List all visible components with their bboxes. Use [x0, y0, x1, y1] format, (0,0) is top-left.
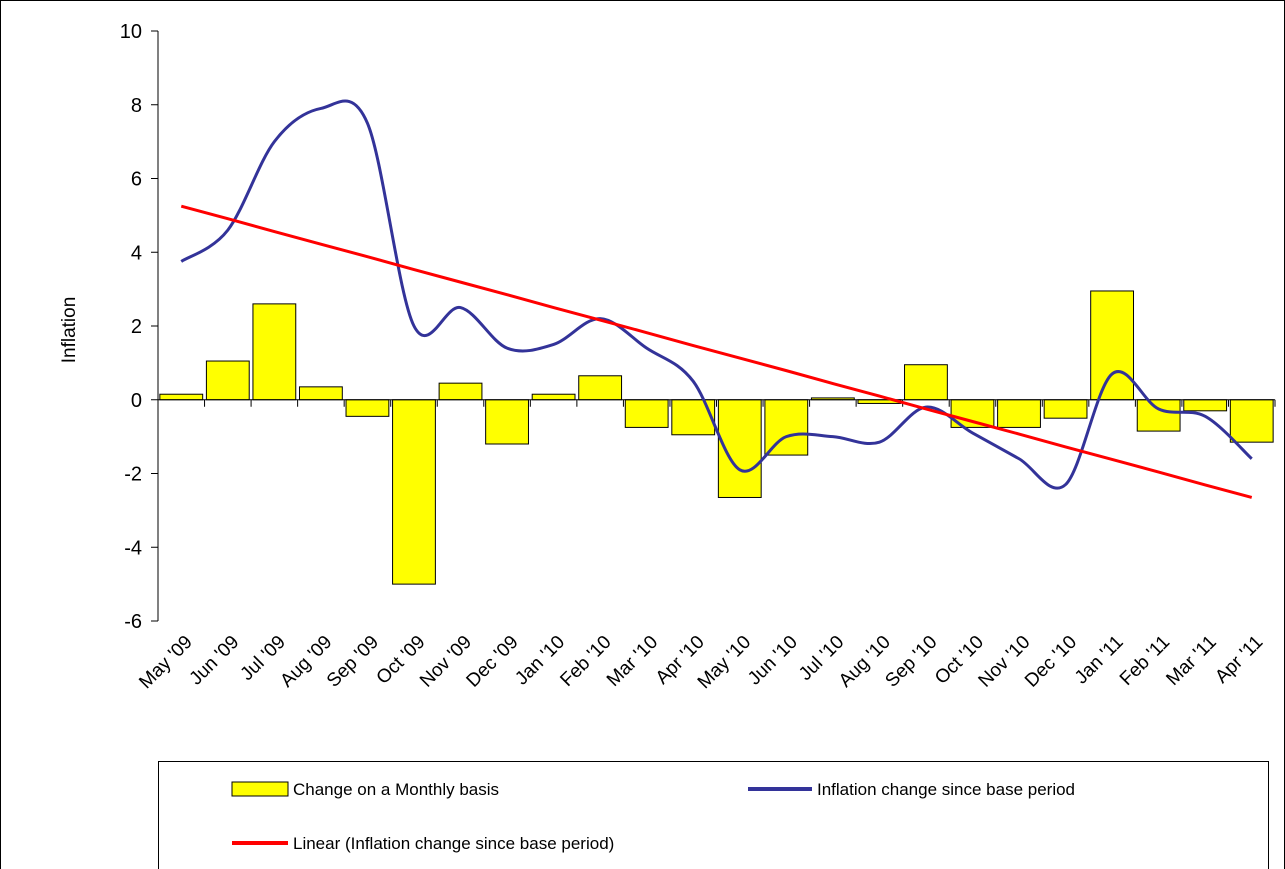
legend-label: Linear (Inflation change since base peri… — [293, 834, 614, 853]
bar — [485, 399, 529, 445]
bar — [298, 386, 343, 401]
y-tick-label: -2 — [124, 464, 142, 486]
y-tick-label: 10 — [120, 21, 142, 43]
bar — [159, 393, 204, 401]
bar — [671, 399, 716, 436]
bar — [1043, 399, 1088, 419]
y-tick-label: -4 — [124, 537, 142, 559]
bar — [1229, 399, 1274, 443]
y-axis-label: Inflation — [59, 297, 80, 364]
bar — [392, 399, 436, 585]
bar — [1090, 290, 1135, 401]
bar — [205, 360, 250, 401]
y-tick-label: 6 — [131, 169, 142, 191]
y-tick-label: 2 — [131, 316, 142, 338]
legend-box — [158, 761, 1269, 869]
bar — [438, 382, 483, 401]
bar — [904, 364, 948, 401]
trend-line — [180, 204, 1253, 499]
y-tick-label: -6 — [124, 611, 142, 633]
bar — [764, 399, 809, 456]
bar — [997, 399, 1041, 428]
bar — [345, 399, 390, 417]
bar — [531, 393, 576, 401]
bar — [578, 375, 623, 401]
bar — [1183, 399, 1228, 412]
y-tick-label: 8 — [131, 95, 142, 117]
legend-label: Inflation change since base period — [817, 780, 1075, 799]
y-tick-label: 4 — [131, 242, 142, 264]
bar — [624, 399, 669, 428]
legend-swatch — [231, 781, 289, 797]
bar — [1136, 399, 1181, 432]
legend-label: Change on a Monthly basis — [293, 780, 499, 799]
line — [180, 99, 1253, 490]
y-tick-label: 0 — [131, 390, 142, 412]
bar — [252, 303, 297, 401]
